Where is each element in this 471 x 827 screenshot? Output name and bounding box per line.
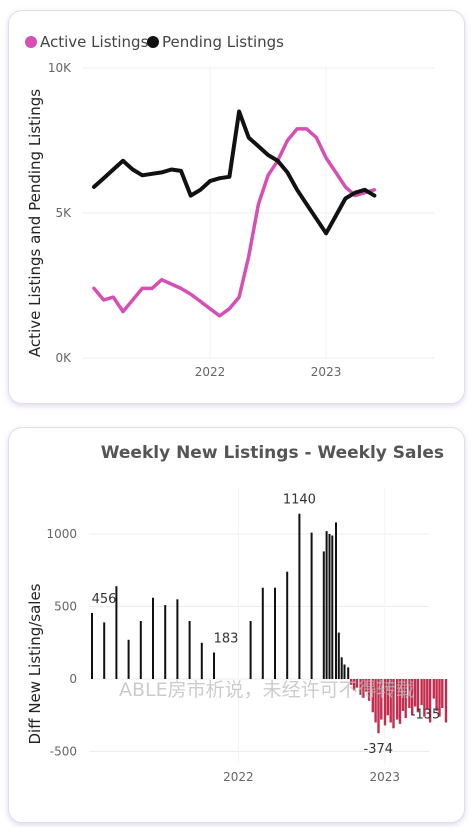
bar[interactable] [362, 679, 365, 698]
bar[interactable] [435, 679, 438, 711]
y-tick-label: 0 [69, 672, 77, 686]
bar[interactable] [426, 679, 429, 710]
weekly-diff-chart-card: Weekly New Listings - Weekly Sales -500 0… [8, 427, 465, 823]
bar[interactable] [325, 531, 328, 679]
bar[interactable] [127, 639, 130, 679]
bar[interactable] [347, 667, 350, 679]
legend-label-pending-listings: Pending Listings [162, 33, 284, 51]
bar[interactable] [310, 532, 313, 679]
bar[interactable] [350, 679, 353, 685]
weekly-diff-bar-chart: Weekly New Listings - Weekly Sales -500 0… [26, 443, 448, 784]
bar[interactable] [286, 571, 289, 679]
bar[interactable] [374, 679, 377, 723]
series-line-active-listings[interactable] [92, 127, 377, 318]
bar[interactable] [298, 513, 301, 679]
data-label: 456 [92, 592, 117, 607]
bar[interactable] [343, 664, 346, 680]
bar[interactable] [249, 621, 252, 679]
x-tick-label: 2022 [223, 770, 254, 784]
y-tick-label: 0K [55, 351, 72, 365]
bar[interactable] [355, 679, 359, 688]
bar[interactable] [416, 679, 420, 713]
x-tick-label: 2023 [370, 770, 401, 784]
bar[interactable] [328, 534, 331, 679]
legend-swatch-pending-listings [147, 36, 159, 48]
bar[interactable] [352, 679, 356, 691]
listings-chart-card: 0K 5K 10K 2022 2023 Active Listings Pending… [8, 10, 465, 404]
watermark-text: ABLE房市析说，未经许可不得转载 [119, 679, 415, 701]
bar[interactable] [423, 679, 426, 717]
bar[interactable] [213, 652, 215, 680]
bar[interactable] [428, 679, 432, 723]
y-axis-title: Active Listings and Pending Listings [26, 89, 44, 357]
bar[interactable] [337, 632, 340, 679]
bar[interactable] [401, 679, 405, 711]
bar[interactable] [411, 679, 414, 716]
bar[interactable] [261, 587, 264, 679]
bar[interactable] [386, 679, 389, 716]
bar[interactable] [398, 679, 402, 724]
data-label: 1140 [283, 493, 316, 508]
x-tick-label: 2022 [195, 365, 226, 379]
bar[interactable] [444, 679, 448, 723]
bar[interactable] [365, 679, 368, 692]
bar[interactable] [441, 679, 444, 708]
bar[interactable] [139, 621, 142, 679]
bar[interactable] [432, 679, 435, 699]
data-label: -374 [364, 742, 394, 757]
series-line-pending-listings[interactable] [92, 109, 377, 236]
bar[interactable] [188, 621, 191, 679]
chart-legend[interactable]: Active Listings Pending Listings [25, 33, 284, 51]
bar[interactable] [91, 612, 93, 679]
bar[interactable] [396, 679, 399, 720]
y-axis-title: Diff New Listing/sales [26, 583, 44, 744]
bar[interactable] [380, 679, 383, 720]
x-tick-label: 2023 [311, 365, 342, 379]
bar[interactable] [164, 605, 167, 679]
bar[interactable] [367, 679, 371, 701]
bar[interactable] [389, 679, 392, 723]
bar[interactable] [359, 679, 362, 695]
bar[interactable] [103, 622, 106, 679]
y-tick-label: 5K [55, 206, 72, 220]
y-tick-label: -500 [50, 745, 77, 759]
bar[interactable] [404, 679, 407, 719]
bar[interactable] [115, 586, 118, 679]
bar[interactable] [152, 597, 154, 679]
bar[interactable] [383, 679, 387, 726]
bar[interactable] [377, 679, 380, 734]
bar[interactable] [392, 679, 395, 729]
bar[interactable] [420, 679, 423, 706]
bar[interactable] [438, 679, 441, 717]
bar[interactable] [335, 522, 337, 679]
bar[interactable] [408, 679, 411, 708]
bar[interactable] [176, 599, 179, 680]
bar[interactable] [274, 587, 276, 679]
y-tick-label: 500 [54, 600, 77, 614]
bar[interactable] [340, 657, 343, 680]
bar[interactable] [371, 679, 374, 713]
y-tick-label: 10K [48, 61, 72, 75]
data-label: 183 [214, 631, 239, 646]
bar[interactable] [200, 642, 203, 680]
chart-title: Weekly New Listings - Weekly Sales [101, 443, 444, 463]
legend-label-active-listings: Active Listings [40, 33, 149, 51]
legend-swatch-active-listings [25, 36, 37, 48]
y-tick-label: 1000 [46, 527, 77, 541]
bar[interactable] [413, 679, 417, 707]
bar[interactable] [322, 551, 325, 679]
listings-line-chart: 0K 5K 10K 2022 2023 Active Listings Pending… [25, 33, 434, 379]
bar[interactable] [331, 535, 334, 680]
data-label: -135 [411, 708, 441, 723]
